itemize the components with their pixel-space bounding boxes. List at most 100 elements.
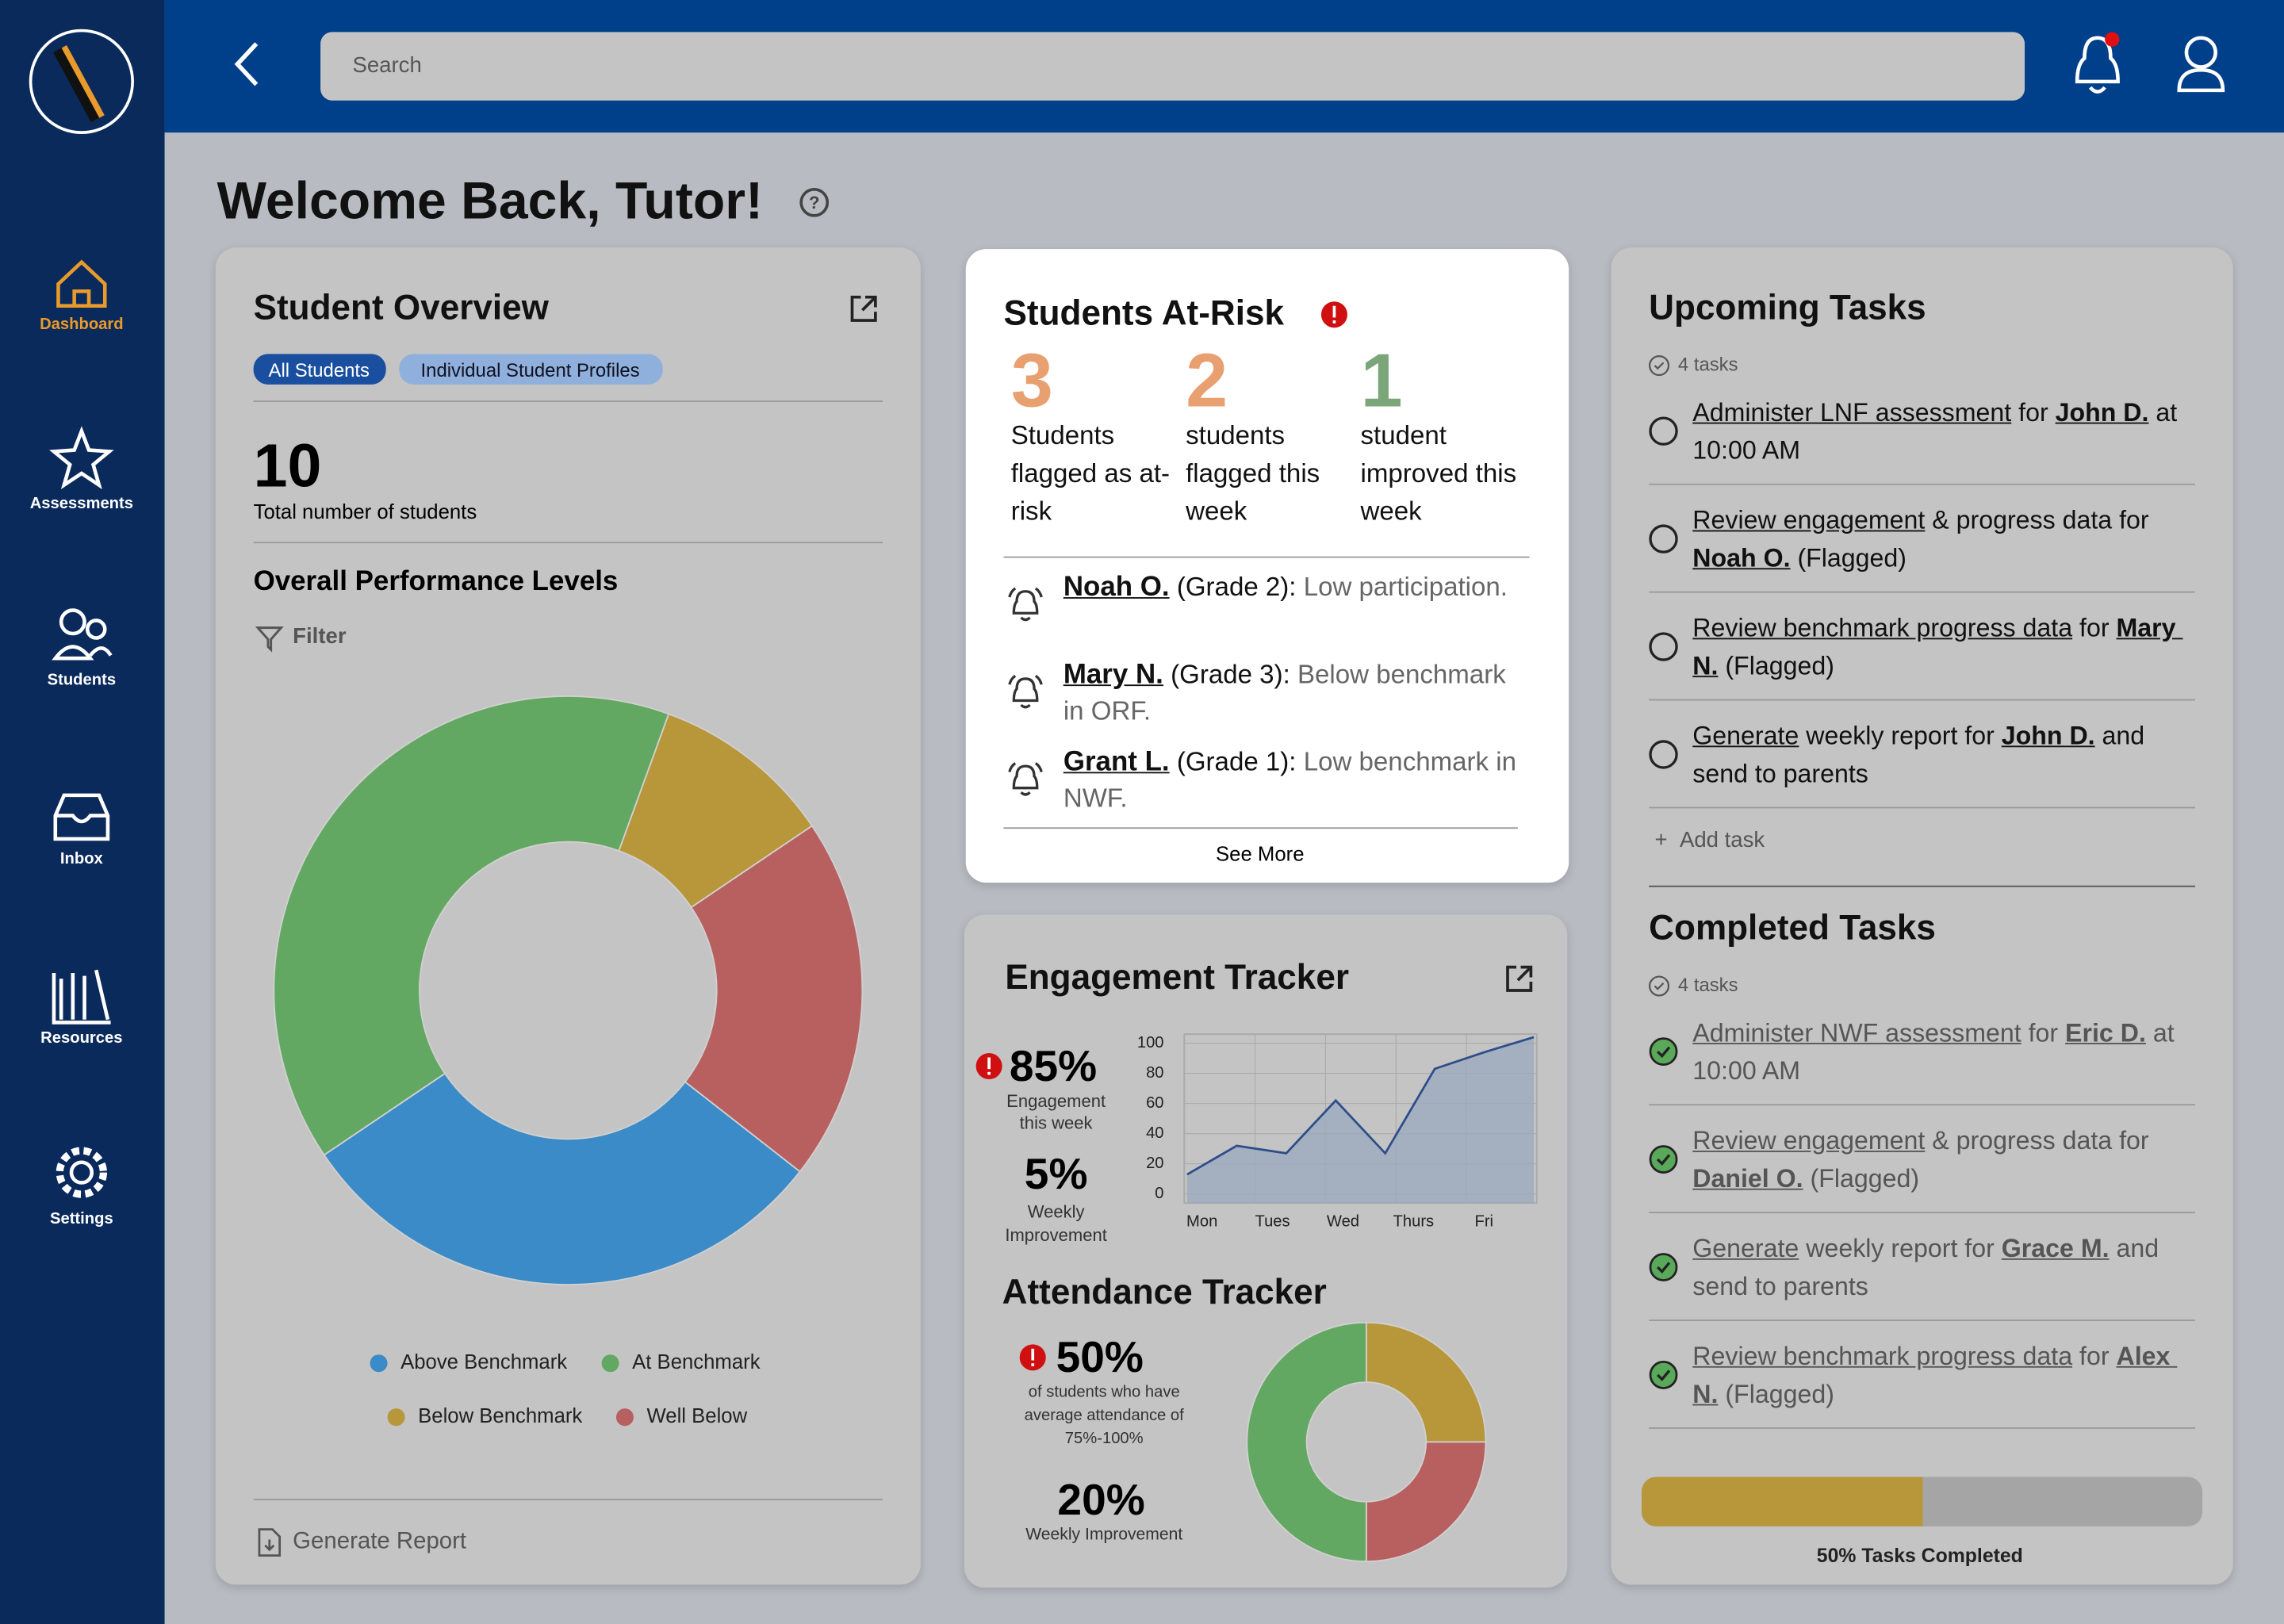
task-text: & progress data for bbox=[1925, 505, 2156, 535]
check-circle bbox=[1649, 1037, 1678, 1067]
task-text[interactable]: Generate bbox=[1692, 721, 1799, 750]
open-icon[interactable] bbox=[848, 293, 879, 324]
done-check[interactable] bbox=[1646, 1142, 1681, 1177]
task-text[interactable]: Generate bbox=[1692, 1233, 1799, 1263]
alert: Grant L. (Grade 1): Low benchmark in NWF… bbox=[1063, 745, 1523, 816]
task: Review benchmark progress data for Alex … bbox=[1692, 1337, 2195, 1413]
divider bbox=[1003, 827, 1518, 829]
task-text[interactable]: Alex N. bbox=[1692, 1341, 2178, 1409]
section-title: Overall Performance Levels bbox=[253, 566, 619, 598]
tab[interactable] bbox=[399, 354, 663, 385]
slice bbox=[1365, 1321, 1487, 1443]
filter-icon[interactable] bbox=[255, 623, 284, 653]
check bbox=[1657, 1046, 1671, 1059]
task-checkbox[interactable] bbox=[1646, 522, 1681, 557]
card-title: Attendance Tracker bbox=[1002, 1273, 1327, 1312]
tab-label: All Students bbox=[268, 358, 370, 381]
task: Review engagement & progress data for Da… bbox=[1692, 1121, 2195, 1197]
filter-label[interactable]: Filter bbox=[293, 624, 347, 649]
task-text[interactable]: Noah O. bbox=[1692, 543, 1791, 573]
card-title: Student Overview bbox=[253, 288, 549, 328]
task-text: for bbox=[2072, 613, 2117, 643]
search-box[interactable] bbox=[320, 32, 2025, 101]
task-checkbox[interactable] bbox=[1646, 737, 1681, 772]
sidebar bbox=[0, 0, 165, 1624]
task-text[interactable]: Review benchmark progress data bbox=[1692, 1341, 2073, 1371]
task-text: for bbox=[2021, 1017, 2066, 1048]
done-check[interactable] bbox=[1646, 1034, 1681, 1069]
task-text[interactable]: Review engagement bbox=[1692, 505, 1926, 535]
bell bbox=[1008, 674, 1043, 709]
stat-number: 2 bbox=[1186, 339, 1228, 424]
task-text[interactable]: Administer NWF assessment bbox=[1692, 1017, 2021, 1048]
see-more[interactable]: See More bbox=[1216, 841, 1305, 866]
legend-dot bbox=[387, 1408, 405, 1427]
add-task-label: Add task bbox=[1679, 828, 1765, 853]
welcome-title: Welcome Back, Tutor! bbox=[217, 170, 763, 231]
divider bbox=[253, 1499, 883, 1500]
student-name[interactable]: Mary N. bbox=[1063, 660, 1163, 691]
bell-icon bbox=[1008, 674, 1043, 709]
nav-label[interactable]: Assessments bbox=[29, 495, 134, 513]
alert: Noah O. (Grade 2): Low participation. bbox=[1063, 569, 1523, 606]
notifications[interactable] bbox=[2075, 36, 2120, 94]
help-icon[interactable]: ? bbox=[797, 185, 832, 220]
report-icon[interactable] bbox=[256, 1528, 282, 1557]
note: Below benchmark in ORF. bbox=[1063, 660, 1506, 726]
task-text[interactable]: John D. bbox=[2001, 721, 2095, 750]
stat-number: 1 bbox=[1360, 339, 1403, 424]
search-placeholder: Search bbox=[352, 53, 422, 79]
performance-chart: Above Benchmark At Benchmark Below Benchma… bbox=[273, 695, 864, 1427]
grade: (Grade 2): bbox=[1176, 572, 1297, 602]
divider bbox=[1649, 1427, 2195, 1429]
check-circle bbox=[1649, 524, 1678, 553]
profile[interactable] bbox=[2184, 36, 2217, 69]
legend-label: Below Benchmark bbox=[418, 1405, 582, 1427]
total-value: 10 bbox=[253, 431, 322, 500]
task-text[interactable]: Review benchmark progress data bbox=[1692, 613, 2073, 643]
slice bbox=[1365, 1441, 1487, 1562]
y-tick-label: 100 bbox=[1137, 1034, 1164, 1051]
engagement-chart: Mon Tues Wed Thurs Fri 0 20 40 60 80 100 bbox=[1137, 1033, 1538, 1230]
nav-label[interactable]: Dashboard bbox=[40, 316, 124, 334]
tab[interactable] bbox=[253, 354, 386, 385]
x-tick-label: Mon bbox=[1186, 1212, 1217, 1230]
stat-label: of students who have average attendance … bbox=[1024, 1383, 1184, 1448]
legend-label: At Benchmark bbox=[632, 1351, 761, 1373]
back-button[interactable] bbox=[234, 42, 259, 86]
report-link[interactable]: Generate Report bbox=[293, 1529, 467, 1554]
add-task[interactable]: + Add task bbox=[1654, 828, 1765, 853]
task-text[interactable]: Daniel O. bbox=[1692, 1163, 1803, 1193]
task-checkbox[interactable] bbox=[1646, 414, 1681, 449]
task-text[interactable]: Eric D. bbox=[2065, 1017, 2146, 1048]
task-text[interactable]: Mary N. bbox=[1692, 613, 2183, 680]
slice bbox=[273, 695, 670, 1156]
progress-track bbox=[1641, 1477, 2203, 1526]
y-tick-label: 0 bbox=[1155, 1185, 1163, 1202]
nav-label[interactable]: Inbox bbox=[59, 850, 103, 868]
task-text[interactable]: Grace M. bbox=[2001, 1233, 2110, 1263]
nav-label[interactable]: Resources bbox=[40, 1029, 123, 1048]
done-check[interactable] bbox=[1646, 1358, 1681, 1392]
divider bbox=[1649, 1212, 2195, 1214]
done-check[interactable] bbox=[1646, 1250, 1681, 1285]
task-text: at 10:00 AM bbox=[1692, 397, 2185, 465]
task-checkbox[interactable] bbox=[1646, 629, 1681, 664]
task-text[interactable]: Administer LNF assessment bbox=[1692, 397, 2012, 427]
task-text[interactable]: Review engagement bbox=[1692, 1125, 1926, 1155]
student-name[interactable]: Grant L. bbox=[1063, 747, 1170, 778]
check-circle bbox=[1649, 1145, 1678, 1174]
open-icon[interactable] bbox=[1504, 963, 1535, 994]
nav-label[interactable]: Students bbox=[47, 671, 117, 689]
student-name[interactable]: Noah O. bbox=[1063, 572, 1170, 603]
task-text[interactable]: John D. bbox=[2055, 397, 2149, 427]
nav-label[interactable]: Settings bbox=[49, 1210, 113, 1228]
stat-label: students flagged this week bbox=[1186, 420, 1320, 527]
card-title: Engagement Tracker bbox=[1005, 958, 1350, 998]
check-circle bbox=[1649, 1253, 1678, 1281]
stat-label: Weekly Improvement bbox=[1025, 1526, 1183, 1544]
count-icon bbox=[1648, 354, 1670, 377]
divider bbox=[1649, 483, 2195, 485]
task: Generate weekly report for Grace M. and … bbox=[1692, 1229, 2195, 1305]
stat-value: 85% bbox=[1009, 1043, 1098, 1091]
